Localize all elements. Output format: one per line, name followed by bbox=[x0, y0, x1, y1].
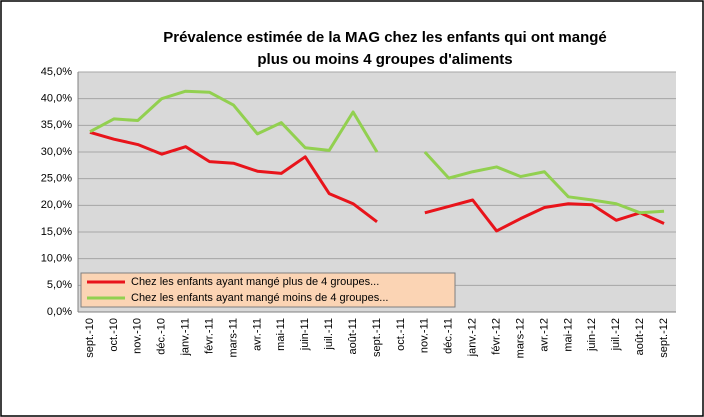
x-tick-label: oct.-10 bbox=[108, 318, 120, 352]
x-tick-label: juin-11 bbox=[299, 318, 311, 351]
x-tick-label: nov.-10 bbox=[132, 318, 144, 354]
x-tick-label: sept.-10 bbox=[84, 318, 96, 358]
series-line bbox=[89, 89, 665, 215]
x-tick-label: juil.-12 bbox=[610, 318, 622, 351]
series-line bbox=[89, 130, 665, 233]
y-tick-label: 0,0% bbox=[47, 306, 72, 318]
legend bbox=[80, 272, 456, 308]
chart-title: Prévalence estimée de la MAG chez les en… bbox=[163, 29, 606, 46]
y-tick-label: 15,0% bbox=[41, 226, 72, 238]
x-tick-label: juin-12 bbox=[586, 318, 598, 352]
legend-label: Chez les enfants ayant mangé moins de 4 … bbox=[131, 292, 388, 304]
x-tick-label: févr.-12 bbox=[491, 318, 503, 355]
x-tick-label: déc.-11 bbox=[443, 318, 455, 354]
y-tick-label: 30,0% bbox=[41, 146, 72, 158]
y-tick-label: 45,0% bbox=[41, 66, 72, 78]
y-tick-label: 5,0% bbox=[47, 279, 72, 291]
x-tick-label: janv.-11 bbox=[180, 318, 192, 357]
x-tick-label: janv.-12 bbox=[467, 318, 479, 357]
x-tick-label: sept.-11 bbox=[371, 318, 383, 357]
x-tick-label: mai-11 bbox=[275, 318, 287, 351]
y-tick-label: 25,0% bbox=[41, 173, 72, 185]
y-tick-label: 40,0% bbox=[41, 93, 72, 105]
x-tick-label: mars-11 bbox=[227, 318, 239, 358]
y-tick-label: 20,0% bbox=[41, 199, 72, 211]
x-tick-label: août-12 bbox=[634, 318, 646, 355]
chart-title: plus ou moins 4 groupes d'aliments bbox=[257, 51, 512, 68]
x-tick-label: avr.-12 bbox=[538, 318, 550, 352]
x-tick-label: août-11 bbox=[347, 318, 359, 355]
x-tick-label: oct.-11 bbox=[395, 318, 407, 351]
x-tick-label: févr.-11 bbox=[203, 318, 215, 354]
x-tick-label: juil.-11 bbox=[323, 318, 335, 351]
x-tick-label: mai-12 bbox=[562, 318, 574, 352]
y-tick-label: 35,0% bbox=[41, 119, 72, 131]
x-tick-label: nov.-11 bbox=[419, 318, 431, 353]
x-tick-label: sept.-12 bbox=[658, 318, 670, 358]
x-tick-label: déc.-10 bbox=[156, 318, 168, 355]
y-tick-label: 10,0% bbox=[41, 253, 72, 265]
x-tick-label: mars-12 bbox=[514, 318, 526, 358]
legend-label: Chez les enfants ayant mangé plus de 4 g… bbox=[131, 276, 379, 288]
plot-area bbox=[78, 72, 676, 312]
x-tick-label: avr.-11 bbox=[251, 318, 263, 351]
